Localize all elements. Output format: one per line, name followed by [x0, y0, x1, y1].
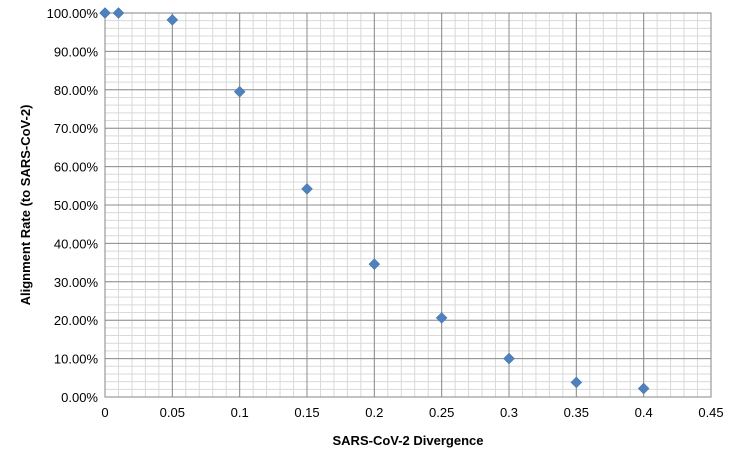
y-tick-label: 70.00%	[54, 121, 99, 136]
y-axis-tick-labels: 0.00% 10.00% 20.00% 30.00% 40.00% 50.00% 60.00…	[47, 6, 99, 405]
x-tick-label: 0.35	[564, 405, 589, 420]
y-tick-label: 40.00%	[54, 236, 99, 251]
x-tick-label: 0.4	[635, 405, 653, 420]
data-points	[99, 7, 650, 395]
y-tick-label: 0.00%	[61, 390, 98, 405]
y-tick-label: 100.00%	[47, 6, 99, 21]
data-point	[233, 85, 246, 98]
y-tick-label: 60.00%	[54, 160, 99, 175]
x-axis-title: SARS-CoV-2 Divergence	[333, 433, 484, 448]
major-gridlines	[104, 12, 712, 398]
x-tick-label: 0.15	[294, 405, 319, 420]
data-point	[570, 376, 583, 389]
y-axis-title: Alignment Rate (to SARS-CoV-2)	[18, 105, 33, 306]
y-tick-label: 50.00%	[54, 198, 99, 213]
x-axis-tick-labels: 0 0.05 0.1 0.15 0.2 0.25 0.3 0.35 0.4 0.45	[101, 405, 723, 420]
data-point	[368, 258, 381, 270]
plot-area-border	[104, 12, 712, 398]
data-point	[301, 183, 313, 195]
data-point	[503, 352, 515, 365]
data-point	[99, 7, 111, 19]
x-tick-label: 0.25	[429, 405, 454, 420]
x-tick-label: 0.2	[365, 405, 383, 420]
data-point	[637, 382, 650, 395]
y-tick-label: 10.00%	[54, 352, 99, 367]
y-tick-label: 30.00%	[54, 275, 99, 290]
x-tick-label: 0.3	[500, 405, 518, 420]
x-tick-label: 0.05	[160, 405, 185, 420]
x-tick-label: 0.1	[231, 405, 249, 420]
y-tick-label: 80.00%	[54, 83, 99, 98]
data-point	[435, 312, 448, 324]
data-point	[166, 14, 179, 26]
x-tick-label: 0	[101, 405, 108, 420]
x-tick-label: 0.45	[698, 405, 723, 420]
y-tick-label: 20.00%	[54, 313, 99, 328]
y-tick-label: 90.00%	[54, 44, 99, 59]
data-point	[112, 7, 125, 19]
